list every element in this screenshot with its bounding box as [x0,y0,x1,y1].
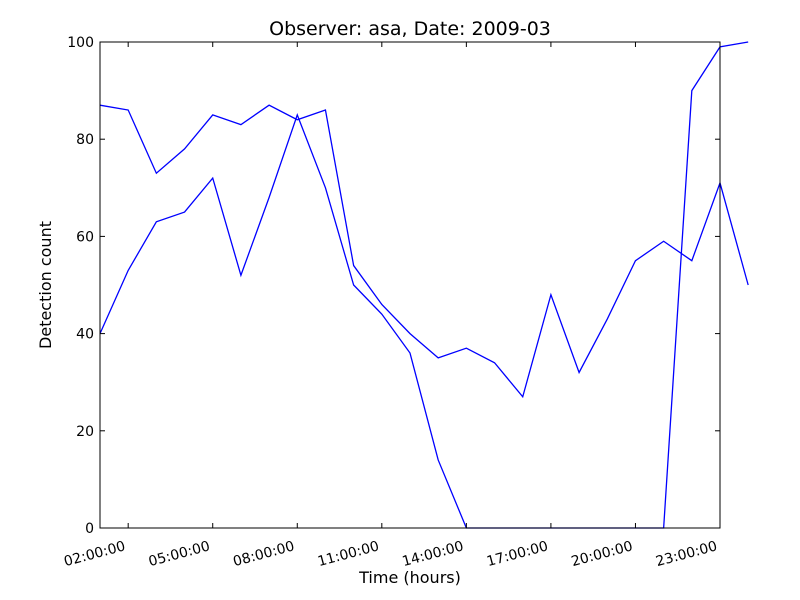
x-tick-label: 02:00:00 [62,538,127,570]
x-axis-ticks: 02:00:00 05:00:00 08:00:00 11:00:00 14:00:00… [62,42,721,570]
x-tick-label: 17:00:00 [485,538,550,570]
x-tick-label: 23:00:00 [654,538,719,570]
plot-frame [99,41,721,529]
y-tick-label: 0 [85,521,94,537]
y-tick-label: 20 [76,424,94,440]
x-tick-label: 08:00:00 [231,538,296,570]
series-line-2 [99,41,749,529]
y-tick-label: 80 [76,132,94,148]
y-tick-label: 40 [76,327,94,343]
y-axis-label: Detection count [36,221,55,349]
y-tick-label: 60 [76,229,94,245]
series-line-1 [99,104,749,399]
chart-title: Observer: asa, Date: 2009-03 [269,18,551,40]
x-tick-label: 20:00:00 [570,538,635,570]
y-axis-ticks: 0 20 40 60 80 100 [67,35,720,537]
y-tick-label: 100 [67,35,94,51]
x-tick-label: 11:00:00 [316,538,381,570]
x-tick-label: 05:00:00 [147,538,212,570]
x-tick-label: 14:00:00 [401,538,466,570]
x-axis-label: Time (hours) [358,568,461,587]
series-layer [99,41,749,529]
